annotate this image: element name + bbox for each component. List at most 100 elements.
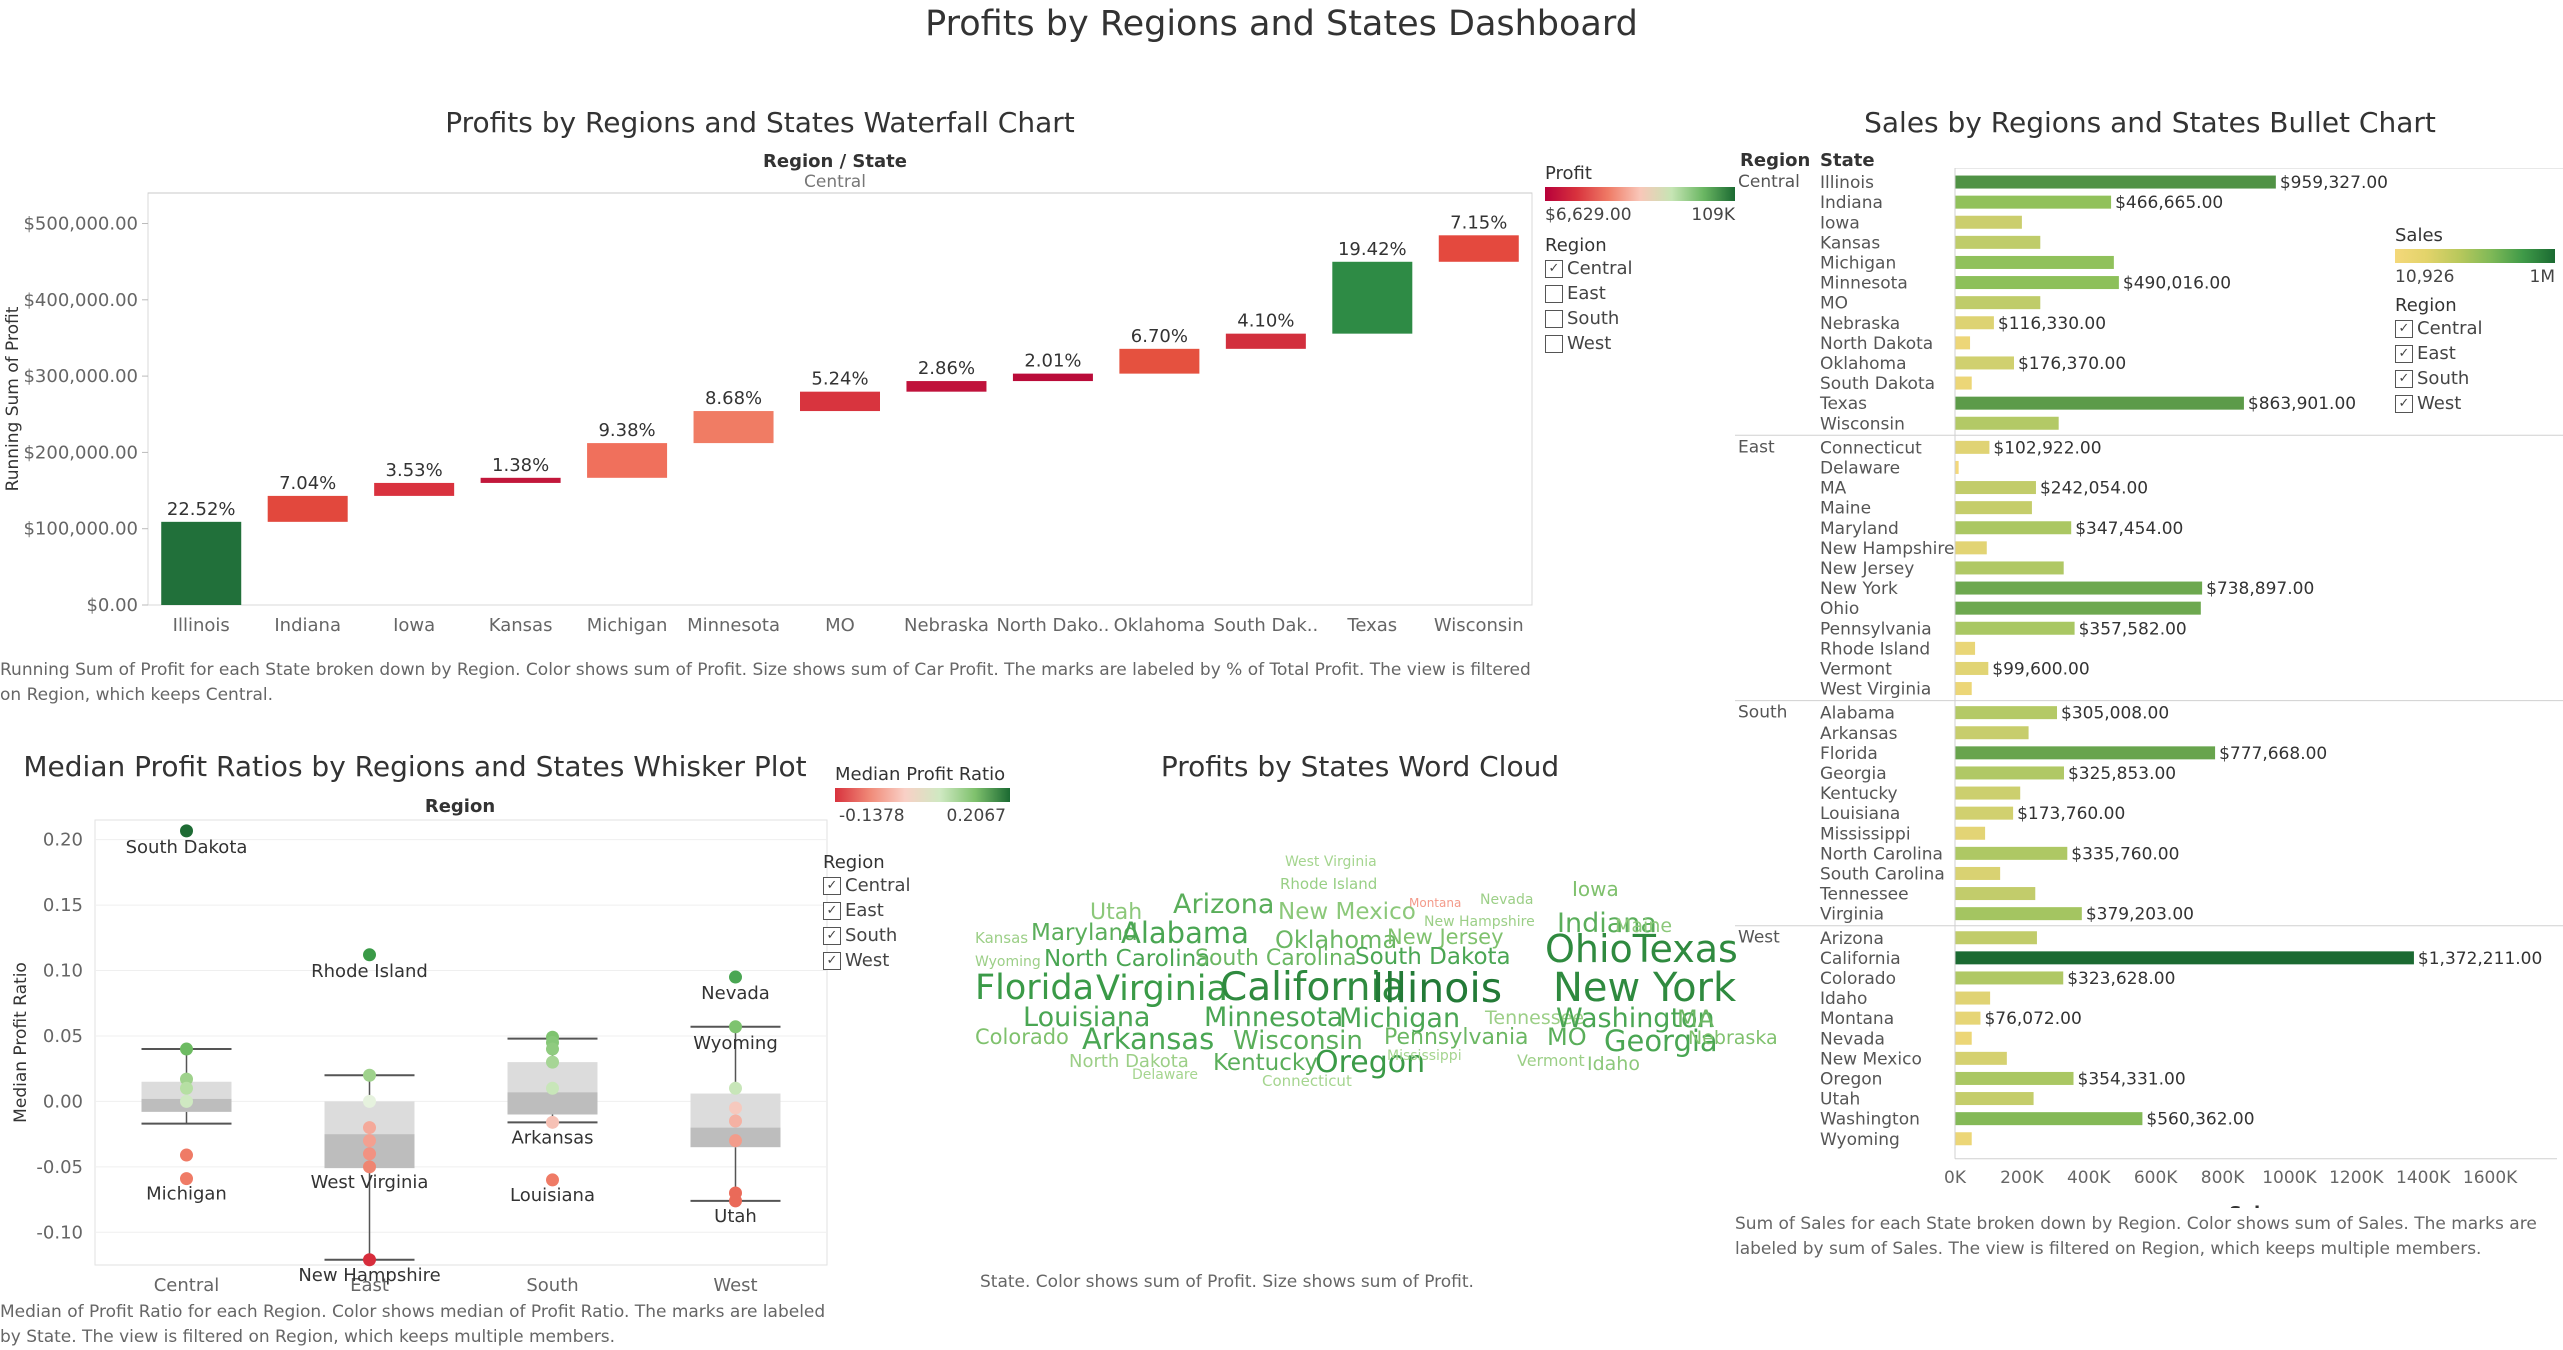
waterfall-region-filter-central[interactable]: ✓ Central (1545, 256, 1735, 281)
waterfall-bar[interactable] (374, 482, 455, 496)
wordcloud-word[interactable]: Oregon (1315, 1045, 1426, 1080)
whisker-point[interactable] (729, 1020, 742, 1034)
whisker-point[interactable] (729, 1114, 742, 1128)
wordcloud-word[interactable]: Indiana (1557, 908, 1657, 939)
wordcloud-word[interactable]: Wyoming (975, 954, 1041, 970)
wordcloud-word[interactable]: Kentucky (1213, 1050, 1319, 1076)
waterfall-bar[interactable] (693, 411, 774, 444)
bullet-bar[interactable] (1955, 501, 2032, 515)
wordcloud-word[interactable]: New Mexico (1278, 899, 1416, 925)
wordcloud-word[interactable]: Pennsylvania (1384, 1025, 1529, 1050)
wordcloud-word[interactable]: Idaho (1587, 1053, 1640, 1075)
checkbox-icon[interactable]: ✓ (1545, 259, 1563, 278)
bullet-bar[interactable] (1955, 951, 2414, 965)
wordcloud-word[interactable]: Alabama (1121, 916, 1249, 950)
checkbox-icon[interactable] (1545, 309, 1563, 328)
bullet-bar[interactable] (1955, 682, 1972, 696)
waterfall-bar[interactable] (161, 521, 242, 605)
bullet-bar[interactable] (1955, 621, 2075, 635)
whisker-point[interactable] (546, 1115, 559, 1129)
bullet-bar[interactable] (1955, 175, 2276, 189)
bullet-bar[interactable] (1955, 846, 2068, 860)
wordcloud-word[interactable]: Maine (1615, 915, 1673, 937)
whisker-point[interactable] (729, 1101, 742, 1115)
wordcloud-word[interactable]: Virginia (1096, 969, 1228, 1009)
whisker-point[interactable] (180, 1148, 193, 1162)
bullet-region-filter-west[interactable]: ✓ West (2395, 391, 2555, 416)
waterfall-bar[interactable] (480, 477, 561, 483)
whisker-region-filter-central[interactable]: ✓ Central (823, 873, 943, 898)
bullet-region-filter-east[interactable]: ✓ East (2395, 341, 2555, 366)
bullet-bar[interactable] (1955, 866, 2001, 880)
bullet-region-filter-central[interactable]: ✓ Central (2395, 316, 2555, 341)
bullet-bar[interactable] (1955, 1132, 1972, 1146)
waterfall-bar[interactable] (587, 443, 668, 478)
whisker-point[interactable] (180, 1094, 193, 1108)
whisker-point[interactable] (363, 1068, 376, 1082)
bullet-bar[interactable] (1955, 235, 2041, 249)
bullet-bar[interactable] (1955, 601, 2201, 615)
whisker-point[interactable] (180, 1072, 193, 1086)
bullet-bar[interactable] (1955, 991, 1991, 1005)
wordcloud-word[interactable]: South Carolina (1195, 946, 1357, 971)
whisker-point[interactable] (363, 1134, 376, 1148)
whisker-point[interactable] (363, 1094, 376, 1108)
wordcloud-word[interactable]: Georgia (1604, 1024, 1718, 1058)
bullet-bar[interactable] (1955, 356, 2014, 370)
bullet-bar[interactable] (1955, 907, 2082, 921)
bullet-bar[interactable] (1955, 276, 2119, 290)
wordcloud-word[interactable]: Iowa (1572, 877, 1619, 901)
whisker-point[interactable] (546, 1055, 559, 1069)
waterfall-region-filter-west[interactable]: West (1545, 331, 1735, 356)
whisker-point[interactable] (363, 1147, 376, 1161)
bullet-bar[interactable] (1955, 215, 2022, 229)
wordcloud-word[interactable]: Rhode Island (1280, 875, 1378, 893)
whisker-region-filter-east[interactable]: ✓ East (823, 898, 943, 923)
whisker-point[interactable] (363, 1253, 376, 1267)
checkbox-icon[interactable]: ✓ (2395, 394, 2413, 413)
bullet-bar[interactable] (1955, 460, 1959, 474)
checkbox-icon[interactable]: ✓ (2395, 319, 2413, 338)
waterfall-bar[interactable] (1438, 235, 1519, 262)
bullet-bar[interactable] (1955, 806, 2014, 820)
checkbox-icon[interactable]: ✓ (823, 926, 841, 945)
whisker-point[interactable] (729, 1081, 742, 1095)
wordcloud-word[interactable]: Minnesota (1204, 1002, 1344, 1033)
bullet-bar[interactable] (1955, 521, 2072, 535)
bullet-bar[interactable] (1955, 416, 2059, 430)
bullet-bar[interactable] (1955, 826, 1986, 840)
bullet-bar[interactable] (1955, 561, 2064, 575)
bullet-bar[interactable] (1955, 931, 2037, 945)
bullet-bar[interactable] (1955, 481, 2036, 495)
wordcloud-word[interactable]: OhioTexas (1545, 927, 1738, 971)
whisker-point[interactable] (729, 1134, 742, 1148)
bullet-bar[interactable] (1955, 336, 1971, 350)
bullet-bar[interactable] (1955, 1071, 2074, 1085)
bullet-bar[interactable] (1955, 255, 2114, 269)
waterfall-region-filter-east[interactable]: East (1545, 281, 1735, 306)
wordcloud-word[interactable]: Mississippi (1387, 1048, 1462, 1064)
whisker-point[interactable] (180, 824, 193, 838)
bullet-bar[interactable] (1955, 581, 2203, 595)
wordcloud-word[interactable]: Connecticut (1262, 1072, 1352, 1090)
whisker-point[interactable] (180, 1172, 193, 1186)
wordcloud-word[interactable]: Illinois (1372, 964, 1503, 1012)
wordcloud-word[interactable]: Oklahoma (1275, 926, 1398, 954)
whisker-point[interactable] (363, 1160, 376, 1174)
bullet-bar[interactable] (1955, 541, 1987, 555)
bullet-bar[interactable] (1955, 316, 1994, 330)
whisker-point[interactable] (180, 1042, 193, 1056)
wordcloud-word[interactable]: New Hampshire (1424, 914, 1535, 930)
wordcloud-word[interactable]: Washington (1556, 1003, 1715, 1034)
checkbox-icon[interactable]: ✓ (823, 951, 841, 970)
whisker-region-filter-west[interactable]: ✓ West (823, 948, 943, 973)
wordcloud-word[interactable]: Wisconsin (1233, 1026, 1363, 1056)
bullet-bar[interactable] (1955, 1011, 1981, 1025)
bullet-bar[interactable] (1955, 661, 1989, 675)
whisker-point[interactable] (363, 1121, 376, 1135)
whisker-point[interactable] (729, 1194, 742, 1208)
checkbox-icon[interactable]: ✓ (823, 876, 841, 895)
waterfall-bar[interactable] (267, 495, 348, 522)
wordcloud-word[interactable]: MA (1677, 1005, 1715, 1033)
wordcloud-word[interactable]: West Virginia (1285, 854, 1377, 870)
